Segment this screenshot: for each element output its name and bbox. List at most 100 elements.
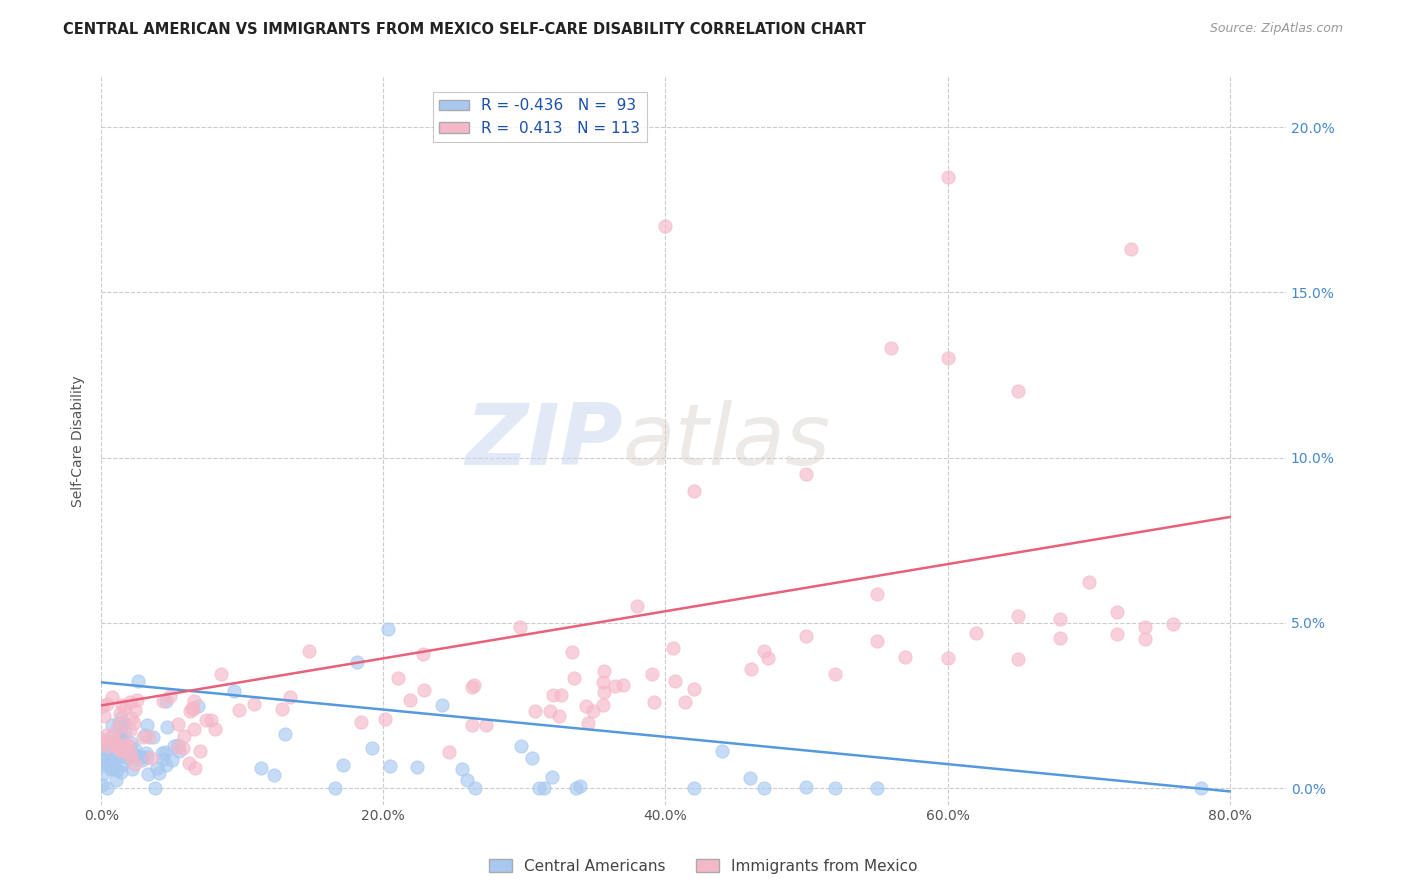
Point: [143, 781, 166, 796]
Point: [104, 739, 127, 753]
Point: [1133, 632, 1156, 646]
Point: [682, 681, 704, 696]
Point: [91, 752, 114, 766]
Point: [380, 758, 402, 772]
Point: [654, 219, 676, 234]
Point: [641, 667, 664, 681]
Point: [796, 467, 818, 481]
Point: [582, 704, 605, 718]
Point: [142, 730, 165, 744]
Point: [738, 771, 761, 785]
Point: [100, 762, 122, 776]
Point: [538, 704, 561, 718]
Point: [280, 690, 302, 704]
Point: [135, 746, 157, 760]
Point: [111, 698, 134, 712]
Point: [533, 781, 555, 796]
Point: [271, 702, 294, 716]
Point: [124, 741, 146, 756]
Point: [626, 599, 648, 614]
Point: [824, 781, 846, 796]
Point: [105, 772, 128, 787]
Point: [866, 586, 889, 600]
Point: [177, 756, 200, 771]
Point: [120, 723, 142, 737]
Point: [96, 698, 118, 712]
Point: [124, 703, 146, 717]
Point: [1007, 384, 1029, 399]
Point: [118, 748, 141, 763]
Point: [94, 728, 117, 742]
Point: [527, 781, 550, 796]
Point: [796, 629, 818, 643]
Point: [91, 767, 114, 781]
Point: [159, 689, 181, 703]
Point: [94, 741, 117, 756]
Point: [880, 342, 903, 356]
Point: [228, 703, 250, 717]
Point: [796, 780, 818, 794]
Point: [510, 739, 533, 753]
Point: [155, 758, 177, 772]
Point: [114, 700, 136, 714]
Point: [387, 671, 409, 685]
Point: [1189, 781, 1212, 796]
Point: [936, 351, 959, 366]
Point: [90, 699, 112, 714]
Point: [450, 762, 472, 776]
Point: [105, 722, 128, 736]
Point: [413, 683, 436, 698]
Point: [167, 740, 190, 755]
Point: [93, 758, 115, 772]
Point: [894, 650, 917, 665]
Point: [682, 483, 704, 498]
Point: [541, 688, 564, 702]
Point: [662, 640, 685, 655]
Point: [461, 718, 484, 732]
Point: [756, 651, 779, 665]
Point: [160, 753, 183, 767]
Point: [105, 750, 128, 764]
Point: [117, 739, 139, 753]
Point: [222, 684, 245, 698]
Point: [1105, 627, 1128, 641]
Point: [592, 698, 614, 712]
Point: [101, 718, 124, 732]
Point: [163, 739, 186, 753]
Text: atlas: atlas: [623, 400, 831, 483]
Point: [118, 695, 141, 709]
Point: [91, 778, 114, 792]
Point: [103, 734, 125, 748]
Point: [124, 748, 146, 763]
Point: [1161, 617, 1184, 632]
Point: [125, 693, 148, 707]
Point: [1119, 243, 1142, 257]
Point: [349, 714, 371, 729]
Point: [101, 761, 124, 775]
Point: [593, 685, 616, 699]
Point: [456, 772, 478, 787]
Point: [548, 708, 571, 723]
Point: [108, 715, 131, 730]
Point: [108, 706, 131, 720]
Point: [124, 757, 146, 772]
Point: [824, 667, 846, 681]
Point: [148, 765, 170, 780]
Point: [120, 711, 142, 725]
Point: [1007, 652, 1029, 666]
Text: ZIP: ZIP: [465, 400, 623, 483]
Point: [120, 745, 142, 759]
Point: [103, 730, 125, 744]
Point: [131, 750, 153, 764]
Point: [110, 725, 132, 739]
Point: [181, 701, 204, 715]
Point: [114, 750, 136, 764]
Point: [134, 728, 156, 742]
Point: [592, 675, 614, 690]
Point: [561, 645, 583, 659]
Point: [274, 727, 297, 741]
Point: [110, 742, 132, 756]
Point: [406, 760, 429, 774]
Point: [93, 734, 115, 748]
Point: [110, 764, 132, 779]
